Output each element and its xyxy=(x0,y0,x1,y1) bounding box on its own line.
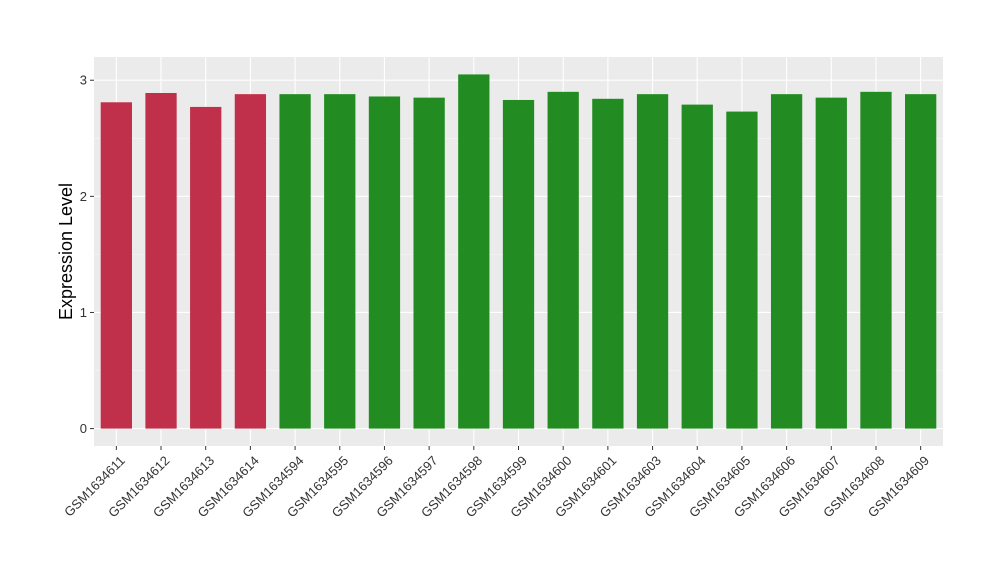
bar xyxy=(145,92,177,429)
x-axis: GSM1634611GSM1634612GSM1634613GSM1634614… xyxy=(61,446,932,520)
bar xyxy=(234,94,267,429)
bar xyxy=(815,97,847,429)
bar xyxy=(905,94,937,429)
bar xyxy=(458,74,490,429)
y-axis-title: Expression Level xyxy=(56,183,76,320)
y-tick-label: 0 xyxy=(80,421,87,436)
bars xyxy=(100,74,937,429)
y-axis: 0 1 2 3 xyxy=(80,73,94,436)
bar xyxy=(324,94,356,429)
y-tick-label: 3 xyxy=(80,73,87,88)
y-tick-label: 1 xyxy=(80,305,87,320)
bar xyxy=(502,99,535,429)
bar xyxy=(190,106,222,429)
bar xyxy=(681,104,713,429)
bar xyxy=(636,94,669,429)
bar xyxy=(368,96,401,429)
bar xyxy=(770,94,803,429)
bar xyxy=(413,97,445,429)
bar xyxy=(100,102,132,429)
bar xyxy=(726,111,758,429)
bar xyxy=(860,91,892,429)
bar xyxy=(592,98,624,429)
bar xyxy=(547,91,579,429)
y-tick-label: 2 xyxy=(80,189,87,204)
bar xyxy=(279,94,311,429)
